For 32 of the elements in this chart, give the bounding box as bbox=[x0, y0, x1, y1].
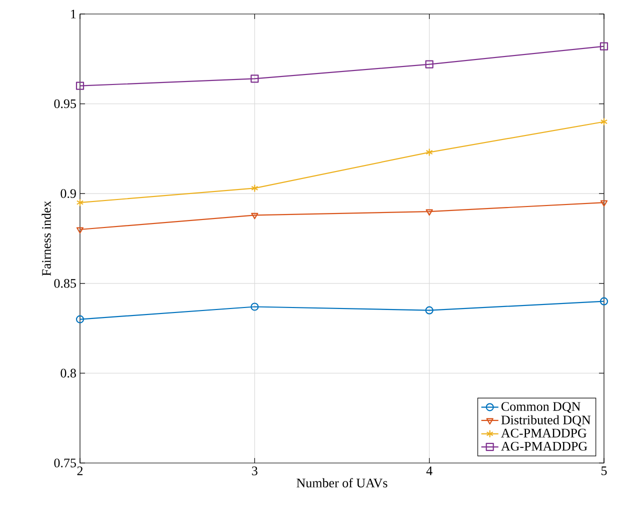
point bbox=[600, 42, 608, 50]
point bbox=[250, 302, 259, 311]
legend-label: AC-PMADDPG bbox=[501, 428, 586, 438]
point bbox=[251, 212, 258, 220]
point bbox=[600, 118, 608, 126]
x-axis-title: Number of UAVs bbox=[296, 478, 388, 488]
x-tick-label: 3 bbox=[252, 466, 258, 476]
legend-label: AG-PMADDPG bbox=[501, 442, 588, 451]
x-tick-label: 4 bbox=[426, 466, 432, 476]
point bbox=[76, 82, 84, 90]
y-tick-label: 0.8 bbox=[60, 368, 76, 378]
point bbox=[425, 306, 434, 314]
y-tick-label: 0.95 bbox=[54, 99, 76, 108]
x-tick-label: 2 bbox=[77, 466, 83, 476]
point bbox=[251, 184, 258, 192]
legend-label: Distributed DQN bbox=[501, 415, 591, 426]
point bbox=[250, 74, 259, 83]
point bbox=[426, 209, 433, 216]
y-tick-label: 1 bbox=[71, 10, 76, 18]
legend-label: Common DQN bbox=[501, 402, 580, 413]
point bbox=[76, 227, 84, 234]
point bbox=[76, 315, 84, 324]
point bbox=[600, 200, 608, 207]
y-tick-label: 0.85 bbox=[54, 278, 76, 288]
y-tick-label: 0.75 bbox=[54, 458, 76, 468]
y-tick-label: 0.9 bbox=[60, 189, 76, 198]
point bbox=[600, 297, 608, 306]
point bbox=[425, 60, 434, 68]
x-tick-label: 5 bbox=[601, 466, 607, 476]
point bbox=[426, 148, 433, 156]
y-axis-title: Fairness index bbox=[42, 200, 51, 276]
point bbox=[76, 198, 84, 207]
